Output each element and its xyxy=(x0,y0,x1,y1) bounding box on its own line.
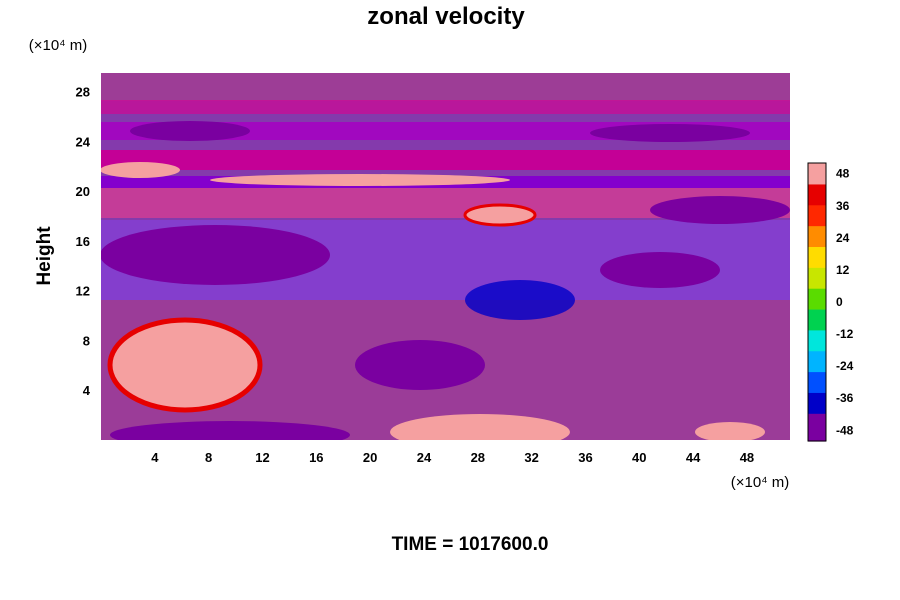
x-tick-label: 28 xyxy=(471,450,485,465)
x-tick-label: 4 xyxy=(151,450,159,465)
colorbar-segment xyxy=(808,427,826,435)
blue-region-center xyxy=(465,280,575,320)
x-tick-label: 12 xyxy=(255,450,269,465)
x-tick-label: 8 xyxy=(205,450,212,465)
colorbar-segment xyxy=(808,406,826,414)
x-axis-unit: (×10⁴ m) xyxy=(731,474,790,491)
colorbar-segment xyxy=(808,204,826,213)
colorbar-segment xyxy=(808,239,826,247)
y-tick-label: 16 xyxy=(76,234,90,249)
colorbar-segment xyxy=(808,246,826,254)
colorbar-tick-label: 24 xyxy=(836,231,850,245)
purple-jet-right xyxy=(590,124,750,142)
colorbar-segment xyxy=(808,308,826,317)
colorbar-segment xyxy=(808,336,826,345)
purple-strip-bottom xyxy=(110,421,350,440)
colorbar-segment xyxy=(808,232,826,241)
colorbar-frame xyxy=(807,162,827,442)
purple-region-right-upper xyxy=(650,196,790,224)
colorbar-segment xyxy=(808,274,826,282)
purple-region-right xyxy=(600,252,720,288)
purple-region-center xyxy=(355,340,485,390)
colorbar-ticks: 48 36 24 12 0 -12 -24 -36 -48 xyxy=(836,167,854,438)
colorbar-segment xyxy=(808,371,826,380)
x-tick-label: 40 xyxy=(632,450,646,465)
colorbar-segment xyxy=(808,197,826,206)
colorbar-segment xyxy=(808,350,826,359)
colorbar-segment xyxy=(808,176,826,185)
x-axis-ticks: 4 8 12 16 20 24 28 32 36 40 44 48 xyxy=(151,450,754,465)
x-tick-label: 16 xyxy=(309,450,323,465)
y-axis-ticks: 4 8 12 16 20 24 28 xyxy=(76,85,91,399)
y-tick-label: 8 xyxy=(83,333,90,348)
purple-region-left xyxy=(101,225,330,285)
y-tick-label: 12 xyxy=(76,284,90,299)
chart-title: zonal velocity xyxy=(367,3,525,30)
pink-region-lower-left xyxy=(107,317,263,413)
colorbar-tick-label: 36 xyxy=(836,199,850,213)
y-axis-unit: (×10⁴ m) xyxy=(29,37,88,54)
x-tick-label: 24 xyxy=(417,450,432,465)
colorbar-segment xyxy=(808,295,826,303)
purple-jet-left xyxy=(130,121,250,141)
colorbar-segment xyxy=(808,378,826,386)
colorbar-tick-label: -12 xyxy=(836,327,854,341)
heatmap-field xyxy=(101,73,790,440)
x-tick-label: 36 xyxy=(578,450,592,465)
colorbar-segment xyxy=(808,420,826,428)
pink-streak-21 xyxy=(210,174,510,186)
colorbar-tick-label: -24 xyxy=(836,359,854,373)
colorbar-segment xyxy=(808,434,826,442)
colorbar-segment xyxy=(808,315,826,324)
colorbar xyxy=(807,162,827,442)
colorbar-segment xyxy=(808,169,826,178)
colorbar-segment xyxy=(808,392,826,400)
colorbar-segment xyxy=(808,253,826,261)
colorbar-tick-label: 12 xyxy=(836,263,850,277)
colorbar-segment xyxy=(808,385,826,393)
colorbar-segment xyxy=(808,329,826,338)
colorbar-segment xyxy=(808,163,826,171)
y-tick-label: 4 xyxy=(83,383,91,398)
colorbar-segment xyxy=(808,364,826,373)
colorbar-segment xyxy=(808,267,826,275)
colorbar-segment xyxy=(808,413,826,421)
colorbar-segment xyxy=(808,288,826,296)
colorbar-tick-label: -48 xyxy=(836,423,854,437)
y-tick-label: 28 xyxy=(76,85,90,100)
colorbar-tick-label: -36 xyxy=(836,391,854,405)
colorbar-segment xyxy=(808,190,826,199)
colorbar-segment xyxy=(808,260,826,268)
x-tick-label: 32 xyxy=(524,450,538,465)
x-tick-label: 44 xyxy=(686,450,701,465)
colorbar-segment xyxy=(808,218,826,227)
y-axis-label: Height xyxy=(34,226,55,286)
colorbar-tick-label: 0 xyxy=(836,295,843,309)
y-tick-label: 24 xyxy=(76,134,91,149)
pink-region-22 xyxy=(101,162,180,178)
colorbar-segment xyxy=(808,343,826,352)
pink-region-19 xyxy=(463,203,537,227)
colorbar-segment xyxy=(808,322,826,331)
colorbar-tick-label: 48 xyxy=(836,167,850,181)
colorbar-segment xyxy=(808,211,826,220)
x-tick-label: 48 xyxy=(740,450,754,465)
y-tick-label: 20 xyxy=(76,184,90,199)
pink-region-bottom xyxy=(390,414,570,440)
colorbar-segment xyxy=(808,357,826,366)
colorbar-segment xyxy=(808,399,826,407)
colorbar-segment xyxy=(808,225,826,234)
colorbar-segment xyxy=(808,281,826,289)
x-tick-label: 20 xyxy=(363,450,377,465)
pink-region-bottom-right xyxy=(695,422,765,440)
colorbar-segment xyxy=(808,302,826,310)
colorbar-segment xyxy=(808,183,826,192)
time-annotation: TIME = 1017600.0 xyxy=(392,534,549,555)
